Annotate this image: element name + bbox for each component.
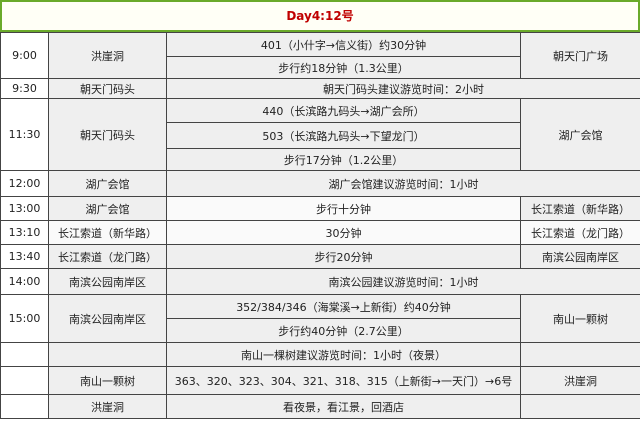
note-cell: 湖广会馆建议游览时间：1小时 (166, 170, 640, 197)
table-row: 南山一棵树建议游览时间：1小时（夜景） (0, 342, 640, 367)
to-cell: 洪崖洞 (520, 366, 640, 395)
time-cell: 9:30 (0, 78, 49, 99)
to-cell: 长江索道（龙门路） (520, 220, 640, 245)
from-cell: 洪崖洞 (48, 32, 167, 79)
from-cell: 南滨公园南岸区 (48, 268, 167, 295)
from-cell: 湖广会馆 (48, 170, 167, 197)
note-cell: 朝天门码头建议游览时间：2小时 (166, 78, 640, 99)
route-cell: 步行20分钟 (166, 244, 521, 269)
route-cell: 363、320、323、304、321、318、315（上新街→一天门）→6号 (166, 366, 521, 395)
time-cell: 15:00 (0, 294, 49, 343)
table-row: 12:00 湖广会馆 湖广会馆建议游览时间：1小时 (0, 170, 640, 197)
table-row: 洪崖洞 看夜景，看江景，回酒店 (0, 394, 640, 419)
route-cell: 步行十分钟 (166, 196, 521, 221)
route-cell: 401（小什字→信义街）约30分钟 (166, 32, 521, 57)
from-cell: 南山一颗树 (48, 366, 167, 395)
route-cell: 352/384/346（海棠溪→上新街）约40分钟 (166, 294, 521, 319)
route-cell: 步行约40分钟（2.7公里） (166, 318, 521, 343)
to-cell: 长江索道（新华路） (520, 196, 640, 221)
from-cell: 湖广会馆 (48, 196, 167, 221)
time-cell: 13:10 (0, 220, 49, 245)
table-row: 13:40 长江索道（龙门路） 步行20分钟 南滨公园南岸区 (0, 244, 640, 269)
to-cell: 南山一颗树 (520, 294, 640, 343)
route-cell: 步行约18分钟（1.3公里） (166, 56, 521, 79)
table-row: 14:00 南滨公园南岸区 南滨公园建议游览时间：1小时 (0, 268, 640, 295)
to-cell: 湖广会馆 (520, 98, 640, 171)
note-cell: 南滨公园建议游览时间：1小时 (166, 268, 640, 295)
time-cell: 9:00 (0, 32, 49, 79)
from-cell: 长江索道（龙门路） (48, 244, 167, 269)
table-row: 13:00 湖广会馆 步行十分钟 长江索道（新华路） (0, 196, 640, 221)
table-row: 南山一颗树 363、320、323、304、321、318、315（上新街→一天… (0, 366, 640, 395)
from-cell: 朝天门码头 (48, 78, 167, 99)
route-cell: 30分钟 (166, 220, 521, 245)
note-cell: 南山一棵树建议游览时间：1小时（夜景） (166, 342, 521, 367)
time-cell: 11:30 (0, 98, 49, 171)
to-cell: 朝天门广场 (520, 32, 640, 79)
route-cell: 看夜景，看江景，回酒店 (166, 394, 521, 419)
from-cell: 朝天门码头 (48, 98, 167, 171)
table-row: 11:30 朝天门码头 440（长滨路九码头→湖广会所） 湖广会馆 (0, 98, 640, 171)
route-cell: 503（长滨路九码头→下望龙门） (166, 122, 521, 149)
table-row: 9:30 朝天门码头 朝天门码头建议游览时间：2小时 (0, 78, 640, 99)
table-row: 9:00 洪崖洞 401（小什字→信义街）约30分钟 朝天门广场 (0, 32, 640, 79)
table-row: 15:00 南滨公园南岸区 352/384/346（海棠溪→上新街）约40分钟 … (0, 294, 640, 343)
itinerary-table: 9:00 洪崖洞 401（小什字→信义街）约30分钟 朝天门广场 步行约18分钟… (0, 32, 640, 419)
time-cell: 13:00 (0, 196, 49, 221)
from-cell: 洪崖洞 (48, 394, 167, 419)
route-cell: 440（长滨路九码头→湖广会所） (166, 98, 521, 123)
route-cell: 步行17分钟（1.2公里） (166, 148, 521, 171)
table-row: 13:10 长江索道（新华路） 30分钟 长江索道（龙门路） (0, 220, 640, 245)
time-cell: 13:40 (0, 244, 49, 269)
from-cell: 南滨公园南岸区 (48, 294, 167, 343)
time-cell: 14:00 (0, 268, 49, 295)
to-cell: 南滨公园南岸区 (520, 244, 640, 269)
from-cell: 长江索道（新华路） (48, 220, 167, 245)
time-cell: 12:00 (0, 170, 49, 197)
day-title: Day4:12号 (0, 0, 640, 32)
